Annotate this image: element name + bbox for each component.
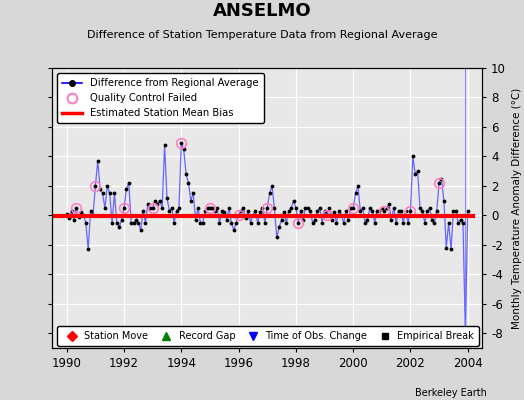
Legend: Station Move, Record Gap, Time of Obs. Change, Empirical Break: Station Move, Record Gap, Time of Obs. C… — [57, 326, 479, 346]
Y-axis label: Monthly Temperature Anomaly Difference (°C): Monthly Temperature Anomaly Difference (… — [511, 87, 521, 329]
Text: ANSELMO: ANSELMO — [213, 2, 311, 20]
Text: Difference of Station Temperature Data from Regional Average: Difference of Station Temperature Data f… — [87, 30, 437, 40]
Text: Berkeley Earth: Berkeley Earth — [416, 388, 487, 398]
